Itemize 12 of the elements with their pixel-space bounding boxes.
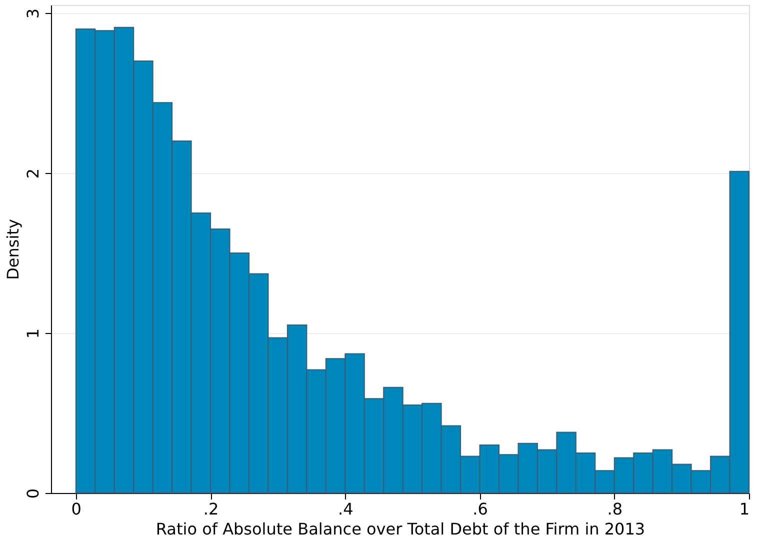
x-tick-label: 0 xyxy=(71,500,82,518)
y-tick-label: 3 xyxy=(24,8,42,19)
x-tick-label: .8 xyxy=(607,500,623,518)
y-axis-title: Density xyxy=(4,219,22,280)
y-tick-label: 1 xyxy=(24,328,42,339)
y-tick-label: 2 xyxy=(24,168,42,179)
x-tick-label: .4 xyxy=(338,500,354,518)
y-tick-label: 0 xyxy=(24,488,42,499)
x-tick-label: .6 xyxy=(472,500,488,518)
x-tick-label: .2 xyxy=(203,500,219,518)
x-axis-title: Ratio of Absolute Balance over Total Debt of the Firm in 2013 xyxy=(156,520,646,538)
x-tick-label: 1 xyxy=(739,500,750,518)
